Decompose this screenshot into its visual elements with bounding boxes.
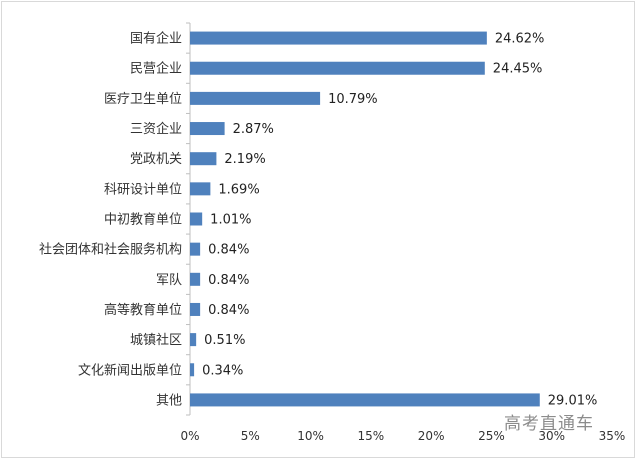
watermark: 高考直通车 [504, 414, 594, 434]
category-label: 社会团体和社会服务机构 [39, 242, 182, 258]
x-tick-label: 20% [418, 429, 445, 443]
x-tick-label: 25% [478, 429, 505, 443]
data-label: 0.84% [208, 273, 249, 288]
x-tick-label: 10% [297, 429, 324, 443]
x-tick-label: 15% [358, 429, 385, 443]
bar [190, 182, 211, 196]
bar [190, 212, 203, 226]
category-label: 城镇社区 [130, 332, 182, 348]
bar [190, 272, 201, 286]
data-label: 1.01% [210, 213, 251, 228]
category-label: 高等教育单位 [104, 302, 182, 318]
x-tick-label: 5% [241, 429, 260, 443]
bar [190, 302, 201, 316]
bar [190, 61, 485, 75]
data-label: 24.45% [493, 62, 543, 77]
x-tick-label: 30% [538, 429, 565, 443]
category-label: 中初教育单位 [104, 212, 182, 228]
category-label: 军队 [156, 273, 182, 288]
bar [190, 363, 195, 377]
data-label: 1.69% [218, 182, 259, 197]
category-label: 科研设计单位 [104, 182, 182, 197]
category-label: 国有企业 [130, 31, 182, 47]
category-label: 三资企业 [130, 121, 182, 137]
bar [190, 91, 321, 105]
data-label: 0.84% [208, 303, 249, 318]
bar [190, 152, 217, 166]
data-label: 29.01% [548, 393, 598, 408]
bar [190, 122, 225, 136]
data-label: 2.87% [233, 122, 274, 137]
bar [190, 393, 540, 407]
category-label: 党政机关 [130, 152, 182, 167]
category-label: 文化新闻出版单位 [78, 362, 182, 378]
bar [190, 333, 197, 347]
bar [190, 242, 201, 256]
x-tick-label: 35% [599, 429, 626, 443]
x-tick-label: 0% [180, 429, 199, 443]
data-label: 0.51% [204, 333, 245, 348]
data-label: 10.79% [328, 92, 378, 107]
data-label: 0.34% [202, 363, 243, 378]
category-label: 医疗卫生单位 [104, 92, 182, 107]
category-label: 民营企业 [130, 61, 182, 77]
bar [190, 31, 487, 45]
category-label: 其他 [156, 393, 182, 408]
data-label: 2.19% [224, 152, 265, 167]
data-label: 0.84% [208, 243, 249, 258]
data-label: 24.62% [495, 32, 545, 47]
